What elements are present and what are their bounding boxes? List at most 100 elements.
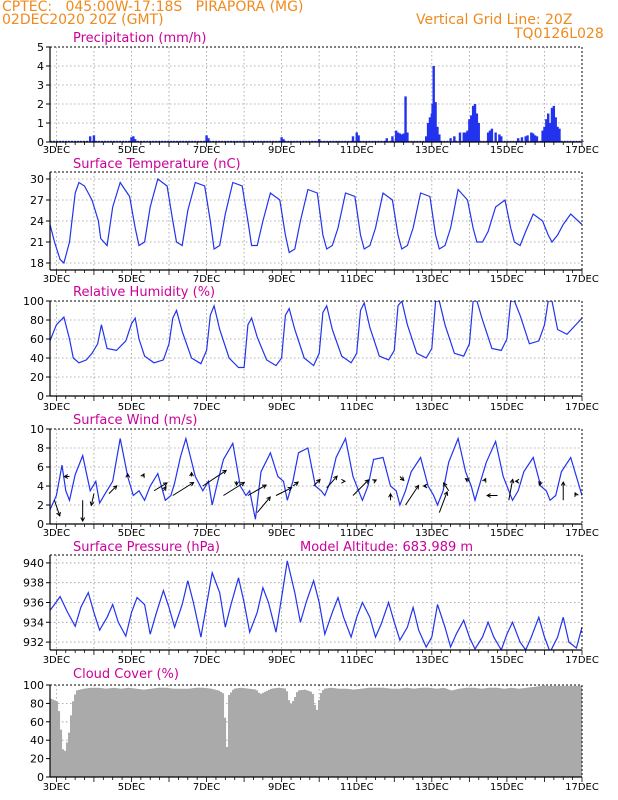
pressure-xtick-label: 9DEC [268,655,295,666]
wind-xtick-label: 17DEC [565,528,599,539]
precipitation-bar [471,105,475,142]
precipitation-bar [466,130,469,142]
cloud-cover-bar [516,688,519,777]
humidity-xtick-label: 13DEC [415,402,449,413]
cloud-cover-bar [216,690,219,777]
cloud-cover-bar [378,687,381,777]
precipitation-bar [453,136,456,142]
cloud-cover-bar [232,689,235,777]
cloud-cover-bar [56,701,59,777]
wind-arrow [352,479,369,496]
cloud-cover-bar [386,688,389,777]
cloud-cover-bar [468,687,471,777]
cloud-cover-xtick-label: 9DEC [268,782,295,793]
cloud-cover-bar [440,688,443,777]
cloud-cover-bar [526,687,529,777]
cloud-cover-bar [98,687,101,777]
cloud-cover-bar [238,688,241,777]
precipitation-bar [498,134,501,142]
cloud-cover-bar [348,688,351,777]
cloud-cover-bar [256,690,259,777]
cloud-cover-bar [338,688,341,777]
cloud-cover-bar [282,688,285,777]
cloud-cover-bar [170,688,173,777]
humidity-ytick-label: 80 [30,314,44,327]
cloud-cover-bar [310,691,313,777]
pressure-xtick-label: 11DEC [340,655,374,666]
wind-arrow-head [388,492,393,498]
precipitation-xtick-label: 3DEC [43,145,70,156]
cloud-cover-bar [180,688,183,777]
wind-arrow-head [442,482,448,487]
cloud-cover-bar [412,688,415,777]
wind-ytick-label: 10 [30,423,44,436]
cloud-cover-bar [360,688,363,777]
cloud-cover-bar [198,687,201,777]
cloud-cover-bar [312,694,315,777]
pressure-ytick-label: 938 [23,577,44,590]
cloud-cover-bar [140,689,143,777]
cloud-cover-bar [390,688,393,777]
pressure-xtick-label: 5DEC [118,655,145,666]
precipitation-ytick-label: 4 [37,60,44,73]
cloud-cover-xtick-label: 13DEC [415,782,449,793]
precipitation-bar [434,102,437,142]
cloud-cover-bar [486,688,489,777]
cloud-cover-bar [364,688,367,777]
cloud-cover-bar [502,688,505,777]
cloud-cover-bar [108,688,111,777]
precipitation-bar [436,126,439,142]
humidity-xtick-label: 5DEC [118,402,145,413]
cloud-cover-bar [376,687,379,777]
cloud-cover-bar [344,688,347,777]
cloud-cover-bar [64,750,67,777]
cloud-cover-bar [566,685,569,777]
wind-title: Surface Wind (m/s) [73,413,197,428]
cloud-cover-bar [432,688,435,777]
precipitation-bar [462,132,465,142]
cloud-cover-bar [366,688,369,777]
wind-arrow [443,482,450,492]
precipitation-ytick-label: 5 [37,41,44,54]
cloud-cover-bar [420,687,423,777]
cloud-cover-bar [124,688,127,777]
cloud-cover-bar [110,688,113,777]
cloud-cover-bar [456,689,459,777]
cloud-cover-bar [214,689,217,777]
cloud-cover-bar [248,688,251,777]
precipitation-bar [458,132,462,142]
cloud-cover-bar [544,685,547,777]
cloud-cover-bar [428,687,431,777]
wind-arrow [326,475,338,489]
precipitation-bar [547,113,550,142]
cloud-cover-bar [324,688,327,777]
precipitation-bar [88,136,92,142]
temperature-xtick-label: 13DEC [415,274,449,285]
humidity-xtick-label: 3DEC [43,402,70,413]
cloud-cover-bar [90,687,93,777]
cloud-cover-bar [552,685,555,777]
wind-arrow-head [560,481,566,486]
cloud-cover-bar [492,687,495,777]
cloud-cover-bar [464,687,467,777]
cloud-cover-bar [450,690,453,777]
cloud-cover-bar [218,690,221,777]
cloud-cover-bar [220,691,223,777]
precipitation-bar [396,132,400,142]
wind-arrow [508,479,514,501]
pressure-xtick-label: 15DEC [490,655,524,666]
cloud-cover-bar [246,688,249,777]
cloud-cover-bar [262,692,265,777]
cloud-cover-bar [354,689,357,777]
precipitation-bar [533,135,537,142]
cloud-cover-bar [174,688,177,777]
cloud-cover-bar [504,688,507,777]
cloud-cover-bar [156,687,159,777]
wind-arrow-head [234,481,239,487]
cloud-cover-bar [72,701,75,777]
wind-arrow [256,496,271,513]
cloud-cover-bar [536,686,539,777]
wind-arrow-head [538,481,543,487]
cloud-cover-bar [490,687,493,777]
